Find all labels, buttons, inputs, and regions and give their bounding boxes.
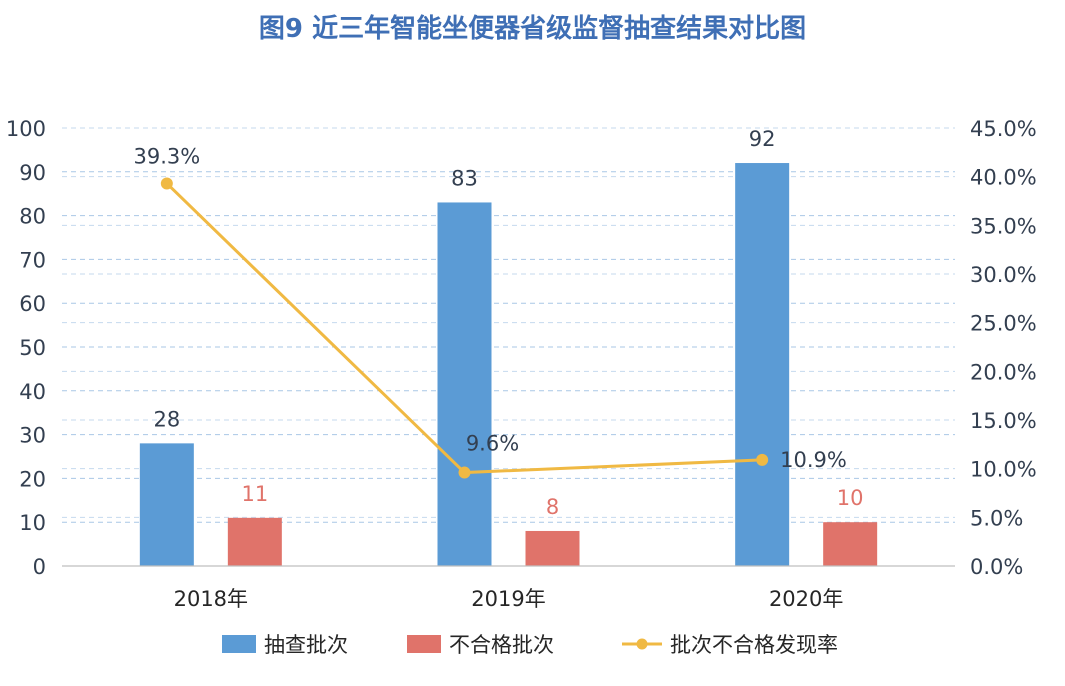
legend-item: 不合格批次 <box>407 633 554 657</box>
y-left-tick-label: 30 <box>19 424 46 448</box>
data-label: 92 <box>749 127 776 151</box>
line-data-label: 39.3% <box>133 144 200 168</box>
y-left-tick-label: 90 <box>19 161 46 185</box>
chart-title: 图9 近三年智能坐便器省级监督抽查结果对比图 <box>258 14 807 44</box>
y-right-tick-label: 10.0% <box>970 458 1037 482</box>
x-tick-label: 2019年 <box>471 587 545 611</box>
y-right-tick-label: 30.0% <box>970 263 1037 287</box>
legend-swatch <box>222 635 256 653</box>
bar <box>437 202 492 566</box>
y-left-tick-label: 50 <box>19 336 46 360</box>
y-right-tick-label: 45.0% <box>970 117 1037 141</box>
y-left-tick-label: 60 <box>19 292 46 316</box>
line-data-label: 10.9% <box>780 448 847 472</box>
legend-item: 批次不合格发现率 <box>622 633 838 657</box>
legend-swatch <box>407 635 441 653</box>
y-right-tick-label: 5.0% <box>970 506 1023 530</box>
data-label: 8 <box>546 495 559 519</box>
y-left-tick-label: 10 <box>19 511 46 535</box>
data-label: 10 <box>837 486 864 510</box>
y-left-tick-label: 40 <box>19 380 46 404</box>
y-left-tick-label: 20 <box>19 467 46 491</box>
line-point <box>756 453 769 466</box>
y-left-tick-label: 100 <box>6 117 46 141</box>
bar <box>227 517 282 566</box>
y-right-tick-label: 15.0% <box>970 409 1037 433</box>
y-right-tick-label: 0.0% <box>970 555 1023 579</box>
bar <box>735 163 790 567</box>
data-label: 83 <box>451 166 478 190</box>
bar <box>525 530 580 566</box>
y-left-tick-label: 80 <box>19 205 46 229</box>
y-right-tick-label: 20.0% <box>970 360 1037 384</box>
y-left-tick-label: 70 <box>19 248 46 272</box>
line-data-label: 9.6% <box>466 432 519 456</box>
line-point <box>458 466 471 479</box>
legend-label: 不合格批次 <box>449 633 554 657</box>
data-label: 11 <box>241 482 268 506</box>
legend-label: 抽查批次 <box>264 633 348 657</box>
x-tick-label: 2018年 <box>174 587 248 611</box>
legend-label: 批次不合格发现率 <box>670 633 838 657</box>
y-right-tick-label: 25.0% <box>970 312 1037 336</box>
data-label: 28 <box>153 407 180 431</box>
x-tick-label: 2020年 <box>769 587 843 611</box>
legend-item: 抽查批次 <box>222 633 348 657</box>
y-right-tick-label: 40.0% <box>970 166 1037 190</box>
y-right-tick-label: 35.0% <box>970 214 1037 238</box>
bar <box>823 522 878 566</box>
legend-marker <box>636 638 648 650</box>
y-left-tick-label: 0 <box>33 555 46 579</box>
bar <box>139 443 194 566</box>
line-point <box>160 177 173 190</box>
